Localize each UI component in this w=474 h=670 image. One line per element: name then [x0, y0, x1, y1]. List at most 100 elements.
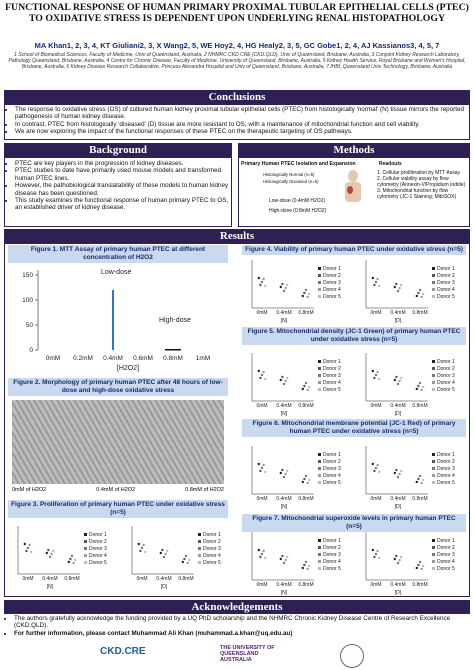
legend-label: Donor 4	[203, 553, 221, 559]
section-heading: Acknowledgements	[4, 600, 470, 614]
legend-swatch	[198, 533, 201, 536]
group-label: [D]	[395, 411, 402, 417]
legend-swatch	[318, 539, 321, 542]
dot	[303, 384, 306, 388]
section-heading: Conclusions	[4, 90, 470, 104]
dot	[279, 378, 282, 382]
legend-label: Donor 4	[437, 473, 455, 479]
dot	[282, 289, 286, 293]
axis	[251, 446, 314, 495]
dot	[396, 475, 400, 479]
dot	[23, 542, 26, 546]
dot	[308, 478, 311, 482]
x-tick-label: 1mM	[196, 355, 210, 362]
dot	[308, 385, 311, 389]
dot	[282, 382, 286, 386]
dot	[396, 382, 400, 386]
dose-label: 0mM	[370, 496, 381, 502]
group-label: [N]	[281, 318, 288, 324]
dot	[166, 549, 169, 553]
legend-swatch	[318, 560, 321, 563]
dot	[262, 549, 265, 553]
legend-swatch	[318, 281, 321, 284]
group-label: [N]	[281, 590, 288, 596]
legend-label: Donor 1	[437, 359, 455, 365]
background-box: PTEC are key players in the progression …	[4, 157, 232, 227]
dot	[418, 474, 422, 478]
dot	[72, 561, 75, 565]
dot	[378, 377, 381, 381]
legend-swatch	[318, 274, 321, 277]
legend-swatch	[432, 274, 435, 277]
dot	[184, 554, 188, 558]
ack-item: The authors gratefully acknowledge the f…	[14, 615, 468, 630]
axis	[365, 446, 428, 495]
legend-swatch	[318, 460, 321, 463]
dot	[376, 549, 379, 553]
logo: THE UNIVERSITY OF QUEENSLAND AUSTRALIA	[220, 645, 275, 663]
annotation: High-dose	[159, 317, 191, 324]
x-axis-label: [H2O2]	[117, 365, 139, 372]
dot	[373, 555, 376, 559]
legend-label: Donor 5	[437, 566, 455, 572]
legend-swatch	[432, 481, 435, 484]
legend-label: Donor 2	[203, 539, 221, 545]
dose-label: 0.8mM	[412, 403, 427, 409]
legend-label: Donor 4	[437, 559, 455, 565]
dot	[308, 292, 311, 296]
dot	[259, 376, 262, 380]
dot	[183, 557, 186, 561]
figure1-chart: 0 50 100 150 0mM 0.2mM 0.4mM 0.6mM 0.8mM 1mM Low-d…	[22, 269, 210, 372]
group-label: [N]	[281, 504, 288, 510]
legend-label: Donor 2	[437, 459, 455, 465]
dot	[259, 283, 262, 287]
dot	[417, 384, 420, 388]
legend-swatch	[432, 474, 435, 477]
legend-label: Donor 4	[323, 287, 341, 293]
legend-label: Donor 5	[323, 387, 341, 393]
dot	[373, 469, 376, 473]
dot	[371, 462, 374, 466]
dot	[264, 284, 267, 288]
legend-label: Donor 4	[323, 473, 341, 479]
dot	[308, 564, 311, 568]
legend-swatch	[318, 360, 321, 363]
legend-swatch	[432, 381, 435, 384]
dot	[257, 369, 260, 373]
dot	[279, 285, 282, 289]
legend-label: Donor 3	[323, 373, 341, 379]
dot	[422, 385, 425, 389]
legend-swatch	[318, 288, 321, 291]
legend-label: Donor 4	[323, 380, 341, 386]
axis	[251, 353, 314, 402]
dot	[371, 369, 374, 373]
dot	[374, 280, 378, 284]
dot	[420, 481, 423, 485]
legend-label: Donor 5	[89, 560, 107, 566]
legend-label: Donor 2	[323, 273, 341, 279]
dot	[306, 481, 309, 485]
dot	[69, 557, 72, 561]
legend-swatch	[432, 553, 435, 556]
legend-swatch	[432, 453, 435, 456]
legend-label: Donor 3	[323, 466, 341, 472]
legend-label: Donor 1	[437, 266, 455, 272]
dose-label: 0mM	[256, 582, 267, 588]
legend-label: Donor 4	[89, 553, 107, 559]
dot	[374, 466, 378, 470]
figure-caption: Figure 3. Proliferation of primary human…	[8, 500, 228, 518]
section-heading: Results	[4, 229, 470, 243]
dot	[142, 543, 145, 547]
figure-caption: Figure 7. Mitochondrial superoxide level…	[242, 514, 466, 532]
dot	[45, 551, 48, 555]
readouts-title: Readouts	[379, 161, 402, 167]
dot	[70, 554, 74, 558]
section-heading: Background	[4, 143, 232, 157]
micrograph-label: 0.4mM of H2O2	[96, 487, 136, 493]
dot	[279, 471, 282, 475]
x-tick-label: 0.8mM	[163, 355, 183, 362]
